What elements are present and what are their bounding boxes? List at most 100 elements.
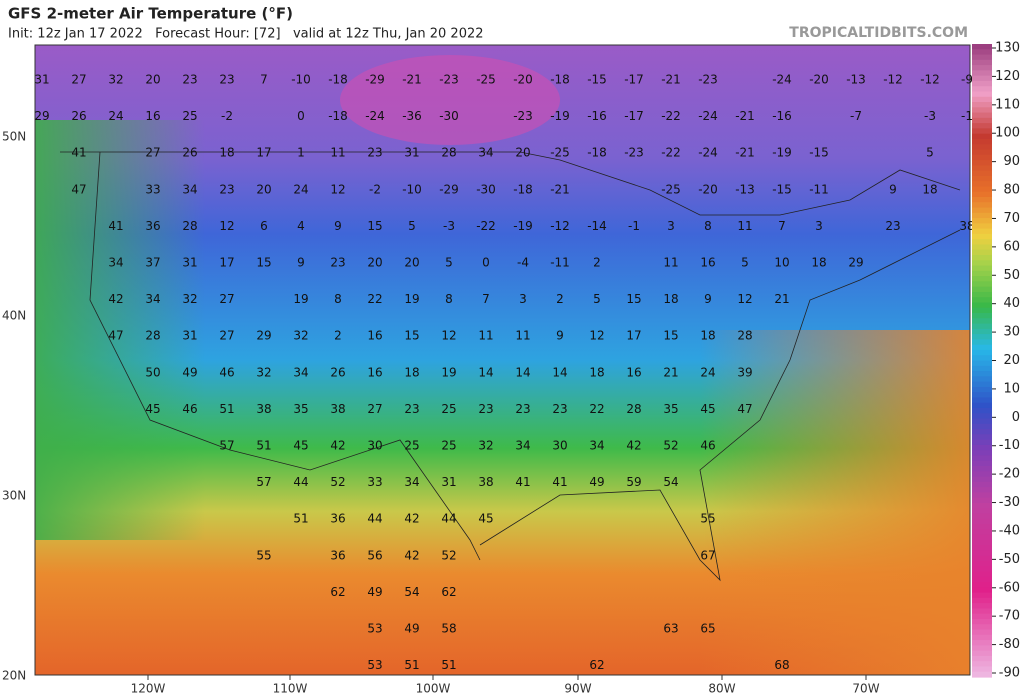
station-value: 59 bbox=[626, 475, 641, 489]
station-value: 11 bbox=[737, 219, 752, 233]
station-value: 27 bbox=[71, 73, 86, 87]
colorbar-segment bbox=[972, 624, 992, 631]
colorbar-segment bbox=[972, 618, 992, 625]
station-value: 34 bbox=[293, 365, 308, 379]
colorbar-segment bbox=[972, 434, 992, 441]
station-value: -20 bbox=[809, 73, 829, 87]
station-value: 46 bbox=[700, 439, 715, 453]
longitude-label: 120W bbox=[131, 682, 166, 696]
colorbar-label: -80 bbox=[999, 637, 1020, 652]
colorbar-segment bbox=[972, 154, 992, 161]
colorbar-segment bbox=[972, 165, 992, 172]
station-value: -9 bbox=[961, 73, 973, 87]
colorbar-segment bbox=[972, 339, 992, 346]
station-value: 16 bbox=[145, 109, 160, 123]
station-value: 62 bbox=[589, 658, 604, 672]
latitude-label: 30N bbox=[2, 489, 26, 503]
station-value: -25 bbox=[661, 182, 681, 196]
colorbar-segment bbox=[972, 661, 992, 668]
station-value: 34 bbox=[182, 182, 197, 196]
colorbar-segment bbox=[972, 550, 992, 557]
station-value: -21 bbox=[402, 73, 422, 87]
station-value: 52 bbox=[663, 439, 678, 453]
station-value: -36 bbox=[402, 109, 422, 123]
station-value: 25 bbox=[441, 402, 456, 416]
station-value: 24 bbox=[293, 182, 308, 196]
station-value: -22 bbox=[661, 109, 681, 123]
station-value: 55 bbox=[700, 512, 715, 526]
station-value: 41 bbox=[515, 475, 530, 489]
colorbar-segment bbox=[972, 112, 992, 119]
colorbar-segment bbox=[972, 455, 992, 462]
station-value: 32 bbox=[293, 329, 308, 343]
colorbar-segment bbox=[972, 513, 992, 520]
station-value: 32 bbox=[478, 439, 493, 453]
colorbar-segment bbox=[972, 582, 992, 588]
borders bbox=[60, 151, 961, 582]
station-value: -23 bbox=[513, 109, 533, 123]
station-value: 28 bbox=[145, 329, 160, 343]
station-value: 16 bbox=[367, 329, 382, 343]
station-value: 50 bbox=[145, 365, 160, 379]
colorbar-segment bbox=[972, 349, 992, 356]
station-value: 5 bbox=[926, 146, 934, 160]
station-value: 67 bbox=[700, 548, 715, 562]
colorbar-segment bbox=[972, 133, 992, 140]
colorbar-label: -50 bbox=[999, 552, 1020, 567]
station-value: 53 bbox=[367, 658, 382, 672]
station-value: 29 bbox=[34, 109, 49, 123]
colorbar-segment bbox=[972, 555, 992, 562]
station-value: 27 bbox=[219, 292, 234, 306]
station-value: 29 bbox=[256, 329, 271, 343]
colorbar-segment bbox=[972, 423, 992, 430]
station-value: 44 bbox=[293, 475, 308, 489]
colorbar-segment bbox=[972, 392, 992, 399]
map-shading bbox=[700, 330, 970, 675]
station-value: -22 bbox=[476, 219, 496, 233]
station-value: 37 bbox=[145, 256, 160, 270]
station-value: 0 bbox=[482, 256, 490, 270]
latitude-label: 40N bbox=[2, 309, 26, 323]
station-value: 34 bbox=[589, 439, 604, 453]
station-value: -1 bbox=[628, 219, 640, 233]
colorbar-segment bbox=[972, 313, 992, 319]
station-value: -21 bbox=[735, 109, 755, 123]
station-value: 16 bbox=[700, 256, 715, 270]
station-value: 20 bbox=[256, 182, 271, 196]
longitude-label: 70W bbox=[852, 682, 879, 696]
map-frame bbox=[34, 44, 971, 676]
map-shading bbox=[340, 55, 560, 145]
colorbar-segment bbox=[972, 655, 992, 662]
station-value: 9 bbox=[889, 182, 897, 196]
longitude-label: 90W bbox=[564, 682, 591, 696]
station-value: 45 bbox=[478, 512, 493, 526]
station-value: -14 bbox=[587, 219, 607, 233]
station-value: 31 bbox=[404, 146, 419, 160]
station-value: -24 bbox=[365, 109, 385, 123]
station-value: -3 bbox=[443, 219, 455, 233]
colorbar-segment bbox=[972, 640, 992, 646]
station-value: 23 bbox=[404, 402, 419, 416]
colorbar-segment bbox=[972, 160, 992, 166]
station-value: 33 bbox=[367, 475, 382, 489]
colorbar-segment bbox=[972, 91, 992, 98]
station-value: 31 bbox=[182, 256, 197, 270]
station-value: 20 bbox=[145, 73, 160, 87]
station-value: 3 bbox=[667, 219, 675, 233]
latitude-label: 50N bbox=[2, 130, 26, 144]
station-value: 28 bbox=[626, 402, 641, 416]
station-value: 36 bbox=[145, 219, 160, 233]
colorbar-segment bbox=[972, 524, 992, 530]
station-value: 7 bbox=[482, 292, 490, 306]
station-value: -15 bbox=[587, 73, 607, 87]
station-value: 15 bbox=[367, 219, 382, 233]
station-value: 14 bbox=[552, 365, 567, 379]
station-value: 51 bbox=[293, 512, 308, 526]
station-value: 8 bbox=[704, 219, 712, 233]
station-value: 0 bbox=[297, 109, 305, 123]
station-value: 9 bbox=[334, 219, 342, 233]
station-value: 54 bbox=[663, 475, 678, 489]
station-value: 49 bbox=[367, 585, 382, 599]
colorbar-segment bbox=[972, 466, 992, 472]
colorbar-segment bbox=[972, 297, 992, 304]
